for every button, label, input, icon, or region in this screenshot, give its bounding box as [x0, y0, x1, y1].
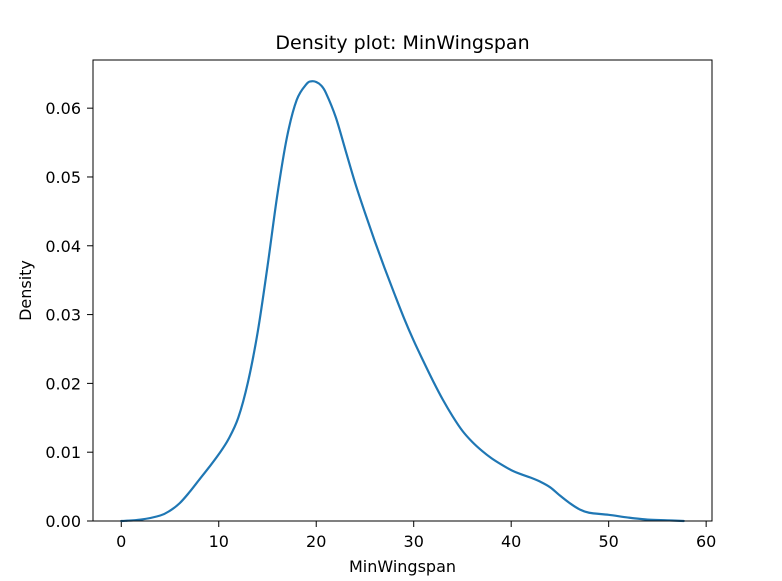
y-tick-label: 0.06: [45, 99, 81, 118]
x-tick-label: 20: [306, 532, 326, 551]
x-axis-title: MinWingspan: [349, 557, 456, 576]
y-tick-label: 0.02: [45, 374, 81, 393]
density-series-line: [120, 80, 685, 523]
x-tick-label: 40: [501, 532, 521, 551]
y-tick-label: 0.01: [45, 443, 81, 462]
x-tick-label: 0: [116, 532, 126, 551]
plot-area-frame: [92, 59, 713, 522]
x-tick-label: 30: [404, 532, 424, 551]
y-axis-ticks: 0.00 0.01 0.02 0.03 0.04 0.05 0.06: [45, 99, 93, 531]
x-tick-label: 10: [209, 532, 229, 551]
y-tick-label: 0.04: [45, 237, 81, 256]
y-tick-label: 0.00: [45, 512, 81, 531]
x-tick-label: 60: [696, 532, 716, 551]
chart-title: Density plot: MinWingspan: [275, 32, 529, 54]
x-tick-label: 50: [598, 532, 618, 551]
y-tick-label: 0.05: [45, 168, 81, 187]
x-axis-ticks: 0 10 20 30 40 50 60: [116, 521, 716, 551]
y-axis-title: Density: [16, 260, 35, 321]
y-tick-label: 0.03: [45, 306, 81, 325]
